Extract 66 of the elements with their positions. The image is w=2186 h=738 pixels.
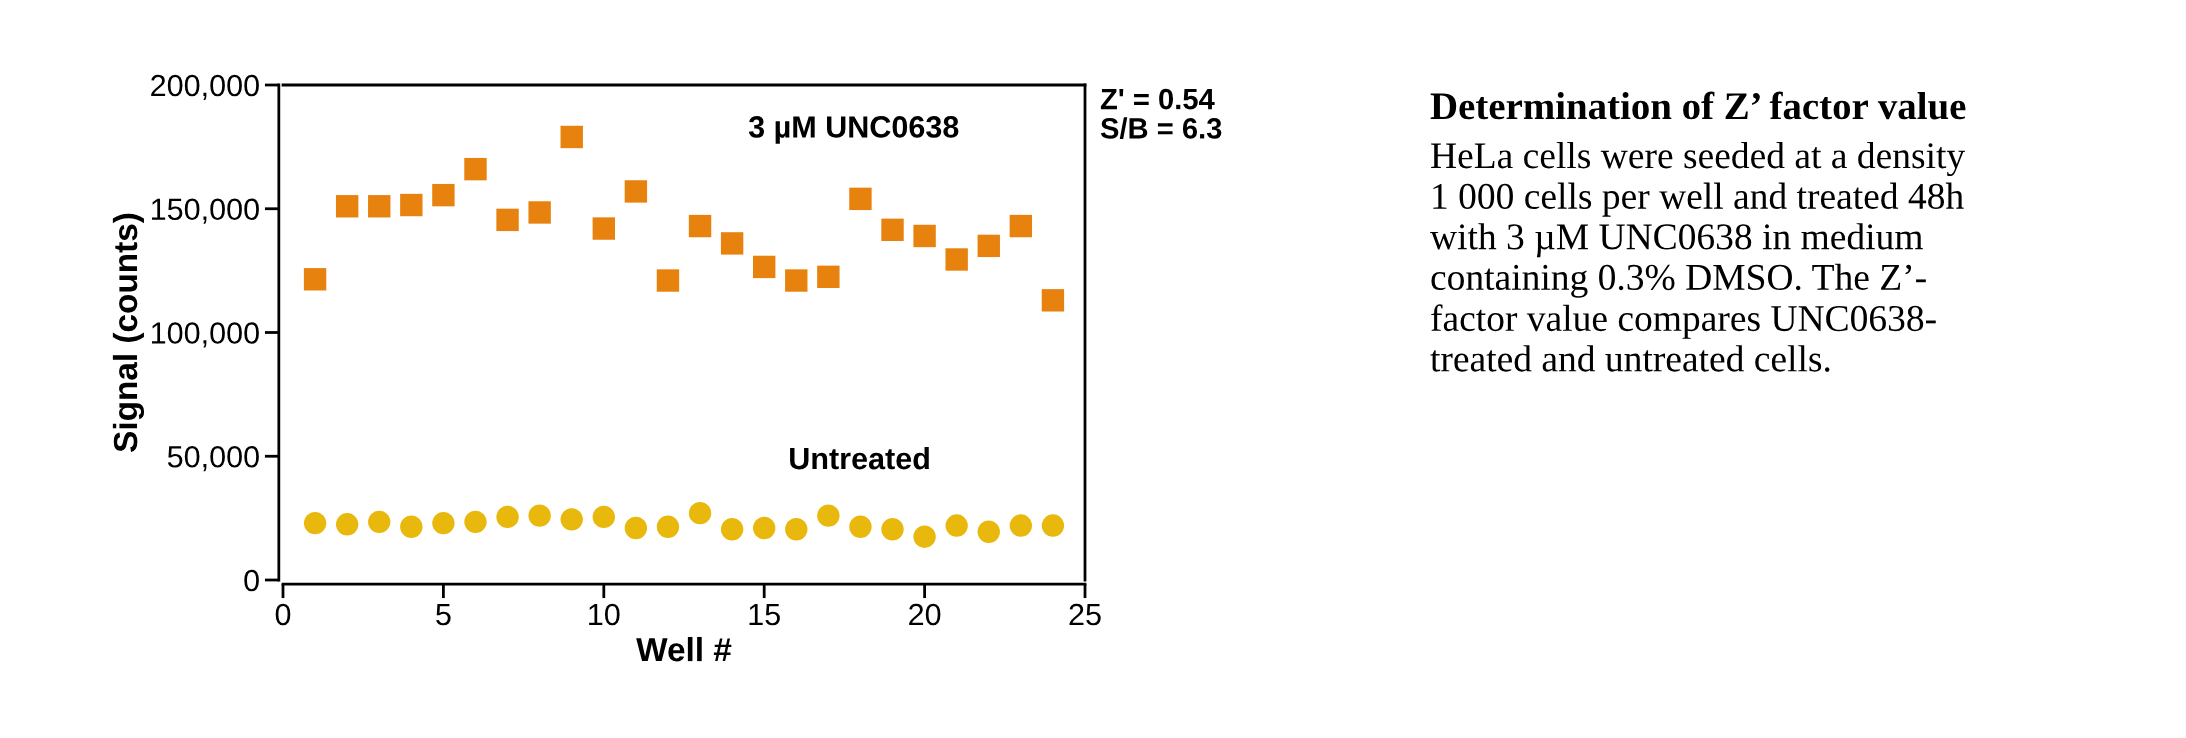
point — [1009, 214, 1033, 238]
x-tick-label: 25 — [1069, 603, 1101, 626]
point — [720, 518, 744, 541]
point — [496, 505, 519, 529]
point — [592, 505, 615, 529]
y-tick-label: 200,000 — [151, 74, 259, 100]
x-tick-label: 5 — [436, 604, 451, 626]
point — [464, 157, 487, 181]
point — [817, 265, 840, 289]
point — [977, 520, 1000, 543]
x-tick-label: 15 — [749, 604, 780, 626]
point — [881, 518, 904, 541]
point — [753, 255, 776, 279]
point — [945, 248, 968, 271]
point — [528, 201, 551, 224]
point — [335, 513, 359, 536]
point — [464, 510, 487, 534]
point — [688, 214, 712, 238]
point — [592, 217, 615, 240]
point — [528, 504, 551, 527]
point — [624, 180, 648, 203]
point — [849, 515, 872, 538]
point — [913, 224, 936, 248]
point — [335, 195, 359, 218]
point — [400, 193, 423, 217]
series-label: 3 µM UNC0638 — [748, 116, 959, 144]
series-label: Untreated — [790, 446, 929, 470]
y-tick-label: 150,000 — [151, 198, 259, 224]
y-tick-label: 0 — [244, 569, 259, 592]
point — [656, 269, 680, 292]
x-tick-label: 0 — [275, 603, 291, 626]
y-tick-label: 50,000 — [167, 445, 259, 472]
point — [945, 514, 968, 537]
point — [849, 187, 872, 211]
x-tick-label: 20 — [909, 603, 941, 626]
point — [1041, 514, 1065, 537]
point — [1009, 514, 1033, 537]
point — [913, 525, 936, 548]
point — [720, 232, 744, 255]
text: Determination of Z’ factor value — [1430, 91, 1966, 120]
point — [656, 515, 680, 538]
point — [432, 183, 455, 207]
point — [624, 516, 648, 540]
y-tick-label: 100,000 — [151, 322, 259, 348]
point — [817, 504, 840, 527]
point — [753, 516, 776, 540]
point — [496, 208, 519, 232]
text: HeLa cells were seeded at a density 1 000 cells per well and treated 48h with 3 µM UNC0638 in medium containing 0.3% DMSO. The Z’- factor value compares UNC0638- treated and untreated cells. — [1430, 142, 1966, 372]
x-tick-label: 10 — [589, 603, 620, 626]
point — [785, 269, 808, 292]
point — [881, 218, 904, 241]
x-axis-title: Well # — [636, 636, 732, 662]
point — [400, 515, 423, 538]
point — [368, 510, 391, 534]
point — [977, 234, 1000, 258]
point — [432, 511, 455, 535]
text: Z' = 0.54 S/B = 6.3 — [1100, 88, 1222, 140]
point — [560, 125, 583, 149]
point — [368, 195, 391, 218]
point — [1041, 289, 1065, 312]
point — [303, 268, 327, 291]
point — [785, 518, 808, 541]
point — [688, 501, 712, 525]
point — [303, 511, 327, 535]
point — [560, 508, 583, 531]
y-axis-title: Signal (counts) — [112, 213, 145, 452]
